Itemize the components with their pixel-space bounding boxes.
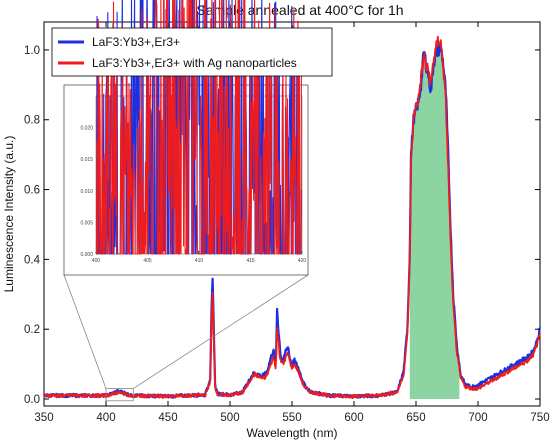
y-axis-label: Luminescence Intensity (a.u.) <box>2 136 16 293</box>
inset-y-tick-label: 0.020 <box>80 126 93 132</box>
inset-chart: 400 405 410 415 420 0.000 0.005 0.010 0.015 0.020 <box>63 0 309 276</box>
x-tick-label: 350 <box>34 412 53 424</box>
y-tick-label: 0.0 <box>24 394 40 406</box>
legend-label-blue: LaF3:Yb3+,Er3+ <box>92 35 180 49</box>
y-tick-label: 0.6 <box>24 185 40 197</box>
x-ticks: 350 400 450 500 550 600 650 700 750 <box>34 22 550 424</box>
y-tick-label: 0.2 <box>24 324 40 336</box>
inset-y-tick-label: 0.010 <box>80 189 93 195</box>
legend-label-red: LaF3:Yb3+,Er3+ with Ag nanoparticles <box>92 56 297 70</box>
inset-x-tick-label: 420 <box>298 258 307 264</box>
x-tick-label: 700 <box>468 412 487 424</box>
x-tick-label: 550 <box>282 412 301 424</box>
y-tick-label: 0.8 <box>24 115 40 127</box>
zoom-box <box>105 388 134 402</box>
legend: LaF3:Yb3+,Er3+ LaF3:Yb3+,Er3+ with Ag na… <box>51 27 333 77</box>
inset-x-tick-label: 405 <box>143 258 152 264</box>
y-ticks: 0.0 0.2 0.4 0.6 0.8 1.0 <box>24 45 540 406</box>
y-tick-label: 0.4 <box>24 254 41 266</box>
inset-y-tick-label: 0.005 <box>80 220 93 226</box>
inset-x-tick-label: 410 <box>195 258 204 264</box>
inset-x-tick-label: 415 <box>246 258 255 264</box>
series-line-red <box>43 35 541 399</box>
zoom-connector-left <box>63 274 107 389</box>
x-tick-label: 500 <box>220 412 239 424</box>
x-axis-label: Wavelength (nm) <box>247 426 338 440</box>
x-tick-label: 650 <box>406 412 425 424</box>
shaded-region-layer <box>409 39 460 400</box>
x-tick-label: 600 <box>344 412 363 424</box>
chart-title: Sample annealed at 400°C for 1h <box>196 2 403 18</box>
inset-y-tick-label: 0.000 <box>80 252 93 258</box>
series-layer <box>42 35 541 399</box>
x-tick-label: 400 <box>96 412 115 424</box>
x-tick-label: 750 <box>530 412 549 424</box>
legend-box <box>51 27 333 77</box>
zoom-indicator <box>63 274 309 402</box>
x-tick-label: 450 <box>158 412 177 424</box>
shaded-emission-band <box>409 39 460 400</box>
inset-y-tick-label: 0.015 <box>80 157 93 163</box>
y-tick-label: 1.0 <box>24 45 40 57</box>
inset-x-tick-label: 400 <box>92 258 101 264</box>
zoom-connector-right <box>133 274 309 389</box>
